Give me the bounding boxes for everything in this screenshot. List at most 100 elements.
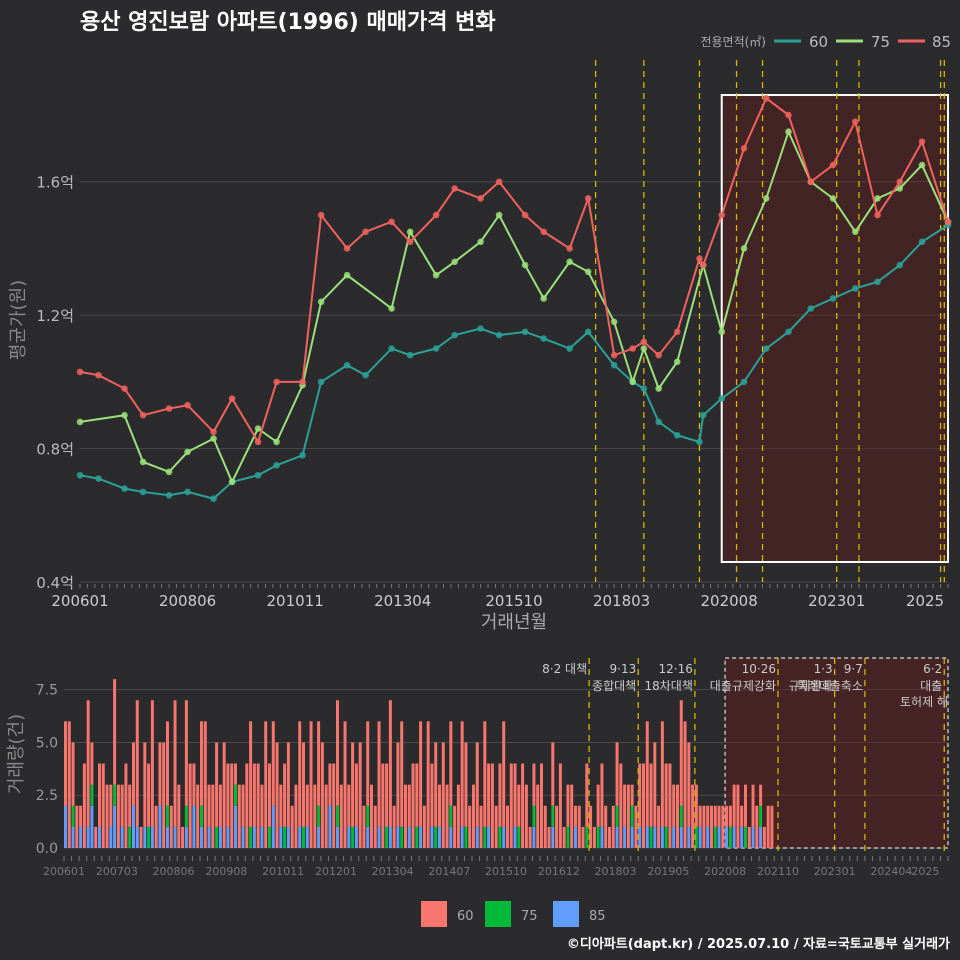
data-point-75 <box>718 328 726 336</box>
data-point-75 <box>785 128 792 136</box>
volume-bar-60 <box>252 763 256 827</box>
y-axis-title-volume: 거래량(건) <box>6 714 27 794</box>
volume-bar-60 <box>487 763 491 827</box>
volume-chart: 8·2 대책 9·13 종합대책 12·16 18차대책 10·26 대출규제강화 1·3 규제… <box>6 657 949 927</box>
volume-bar-85 <box>328 805 332 848</box>
volume-bar-60 <box>143 742 147 827</box>
volume-bar-60 <box>336 700 339 806</box>
data-point-60 <box>699 411 707 419</box>
volume-bar-60 <box>762 826 766 848</box>
x-tick-label-volume: 200908 <box>205 865 247 878</box>
volume-bar-75 <box>517 826 521 848</box>
volume-bar-60 <box>608 826 611 848</box>
volume-bar-60 <box>411 763 415 848</box>
volume-bar-60 <box>479 805 483 848</box>
volume-bar-75 <box>113 784 117 806</box>
x-axis-title: 거래년월 <box>481 612 547 633</box>
volume-bar-60 <box>271 721 275 806</box>
volume-bar-60 <box>203 721 207 848</box>
y-tick-label: 1.6억 <box>36 174 74 192</box>
volume-bar-60 <box>687 742 691 827</box>
volume-bar-60 <box>683 721 687 848</box>
volume-bar-60 <box>589 805 593 848</box>
data-point-85 <box>210 428 217 436</box>
data-point-60 <box>918 238 926 246</box>
data-point-75 <box>210 435 217 442</box>
volume-bar-85 <box>226 826 230 848</box>
volume-bar-60 <box>740 805 744 827</box>
volume-bar-60 <box>604 805 608 848</box>
data-point-60 <box>95 475 102 482</box>
x-tick-label-volume: 202404 <box>870 865 912 878</box>
volume-bar-75 <box>596 826 600 848</box>
x-tick-label: 2025 <box>906 592 944 610</box>
volume-bar-60 <box>166 721 169 806</box>
data-point-60 <box>432 345 440 352</box>
volume-bar-75 <box>128 826 132 848</box>
volume-bar-60 <box>415 763 419 827</box>
data-point-75 <box>829 195 837 202</box>
data-point-85 <box>521 211 529 219</box>
data-point-75 <box>432 271 440 279</box>
volume-bar-60 <box>574 805 577 827</box>
volume-bar-60 <box>320 742 324 848</box>
volume-bar-60 <box>177 784 181 848</box>
volume-bar-60 <box>694 784 698 827</box>
data-point-85 <box>273 378 280 386</box>
volume-bar-60 <box>226 763 230 827</box>
volume-bar-60 <box>555 805 559 848</box>
data-point-75 <box>673 358 681 366</box>
policy-label: 6·2 <box>923 662 942 676</box>
volume-bar-60 <box>498 763 502 827</box>
x-tick-label-volume: 201304 <box>372 865 414 878</box>
volume-bar-60 <box>124 763 128 848</box>
data-point-85 <box>655 351 662 359</box>
volume-bar-75 <box>184 805 188 827</box>
data-point-60 <box>273 461 280 469</box>
volume-bar-60 <box>422 805 426 848</box>
volume-bar-60 <box>766 805 770 848</box>
volume-bar-60 <box>120 784 124 827</box>
volume-bar-60 <box>135 700 139 827</box>
volume-bar-60 <box>483 721 487 827</box>
volume-bar-60 <box>396 742 400 827</box>
volume-bar-85 <box>354 826 358 848</box>
volume-bar-60 <box>116 784 120 848</box>
volume-bar-75 <box>664 826 668 848</box>
volume-bar-60 <box>71 742 75 806</box>
bar-legend-label-85: 85 <box>589 909 606 924</box>
volume-bar-85 <box>717 826 721 848</box>
volume-bar-60 <box>521 763 525 848</box>
volume-bar-60 <box>592 826 596 848</box>
volume-bar-85 <box>71 826 75 848</box>
volume-bar-75 <box>302 826 305 848</box>
data-point-60 <box>696 438 703 446</box>
volume-bar-85 <box>109 826 113 848</box>
data-point-75 <box>477 238 484 246</box>
volume-bar-75 <box>234 784 237 806</box>
volume-bar-60 <box>245 763 249 848</box>
volume-bar-60 <box>381 763 385 848</box>
data-point-60 <box>299 451 306 459</box>
volume-bar-60 <box>286 742 290 827</box>
volume-bar-60 <box>218 784 222 827</box>
volume-bar-60 <box>426 721 430 848</box>
volume-bar-60 <box>721 805 725 848</box>
data-point-85 <box>228 395 236 402</box>
volume-bar-60 <box>196 784 200 848</box>
data-point-85 <box>317 211 325 219</box>
volume-bar-85 <box>86 826 90 848</box>
volume-bar-85 <box>347 826 351 848</box>
volume-bar-60 <box>577 805 581 848</box>
data-point-75 <box>640 345 648 352</box>
legend-label-75: 75 <box>871 33 890 51</box>
data-point-75 <box>273 438 280 446</box>
volume-bar-60 <box>290 805 294 848</box>
policy-label: 종합대책 <box>592 678 636 693</box>
x-tick-label: 202301 <box>808 592 865 610</box>
policy-label: 18차대책 <box>644 678 692 693</box>
volume-bar-60 <box>630 784 634 806</box>
x-tick-label-volume: 202008 <box>704 865 746 878</box>
volume-bar-60 <box>649 763 653 827</box>
volume-bar-75 <box>566 826 570 848</box>
